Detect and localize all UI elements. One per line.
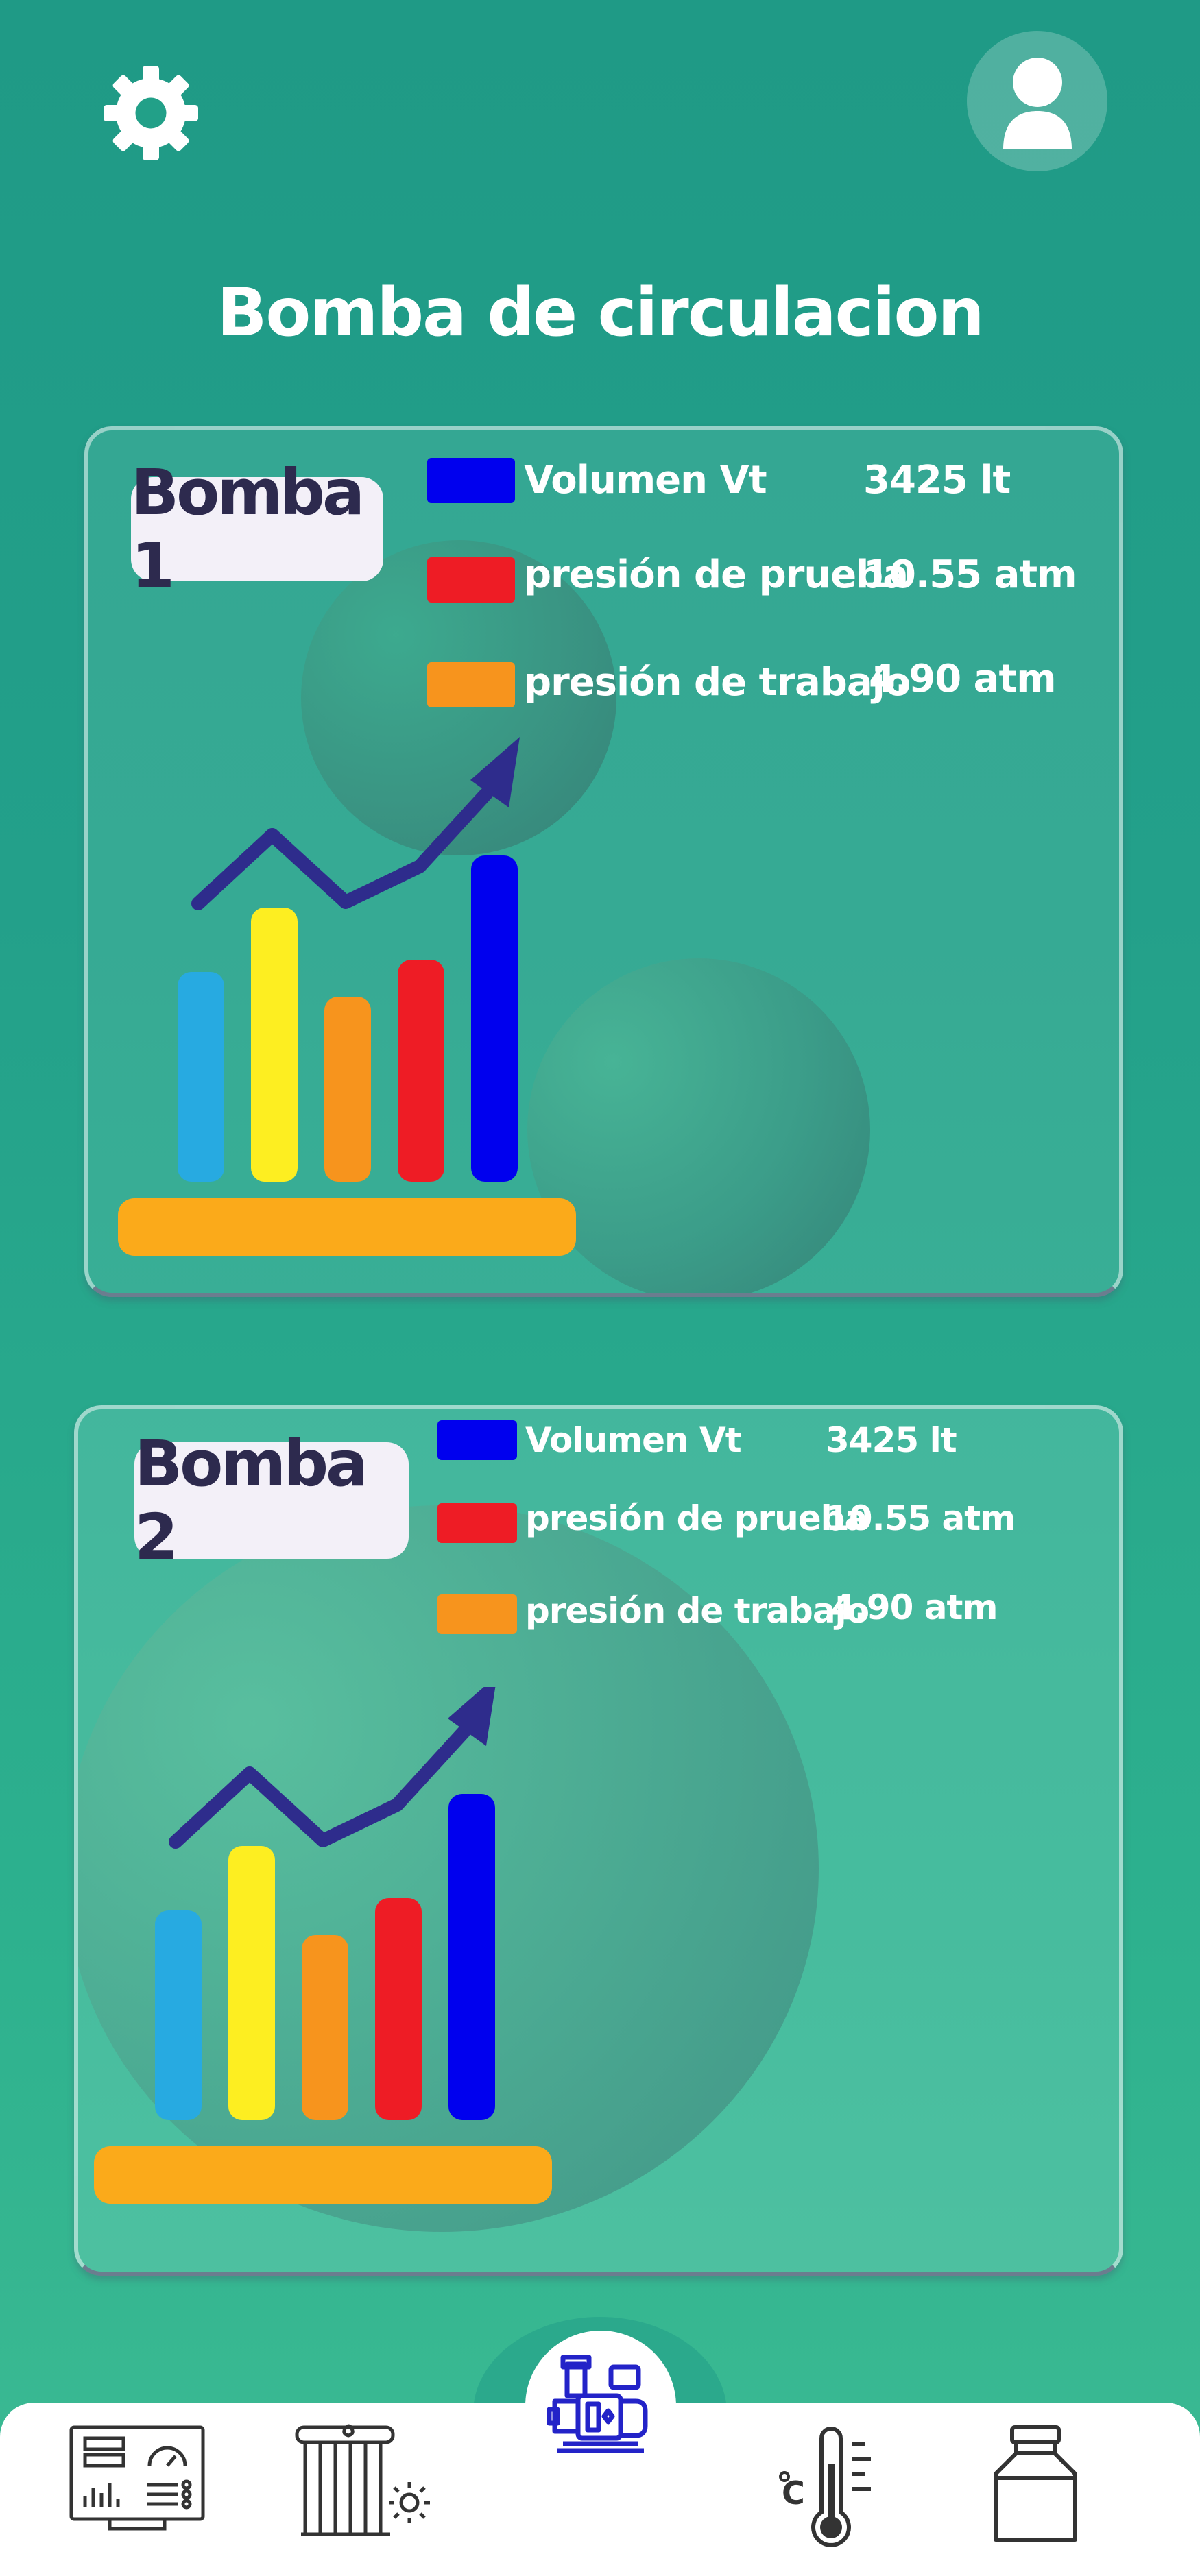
circulation-pump-icon — [547, 2355, 648, 2453]
work-pressure-value: 4.90 atm — [831, 1588, 998, 1627]
gear-icon — [104, 66, 198, 160]
work-pressure-legend-swatch — [437, 1594, 517, 1634]
volume-label: Volumen Vt — [525, 1420, 742, 1460]
decorative-blob — [527, 958, 870, 1293]
nav-item-tank[interactable] — [981, 2423, 1125, 2557]
test-pressure-value: 10.55 atm — [863, 552, 1077, 597]
control-panel-icon — [69, 2425, 205, 2531]
nav-item-solar-heater[interactable] — [291, 2423, 435, 2557]
bar-chart-growth-icon — [118, 737, 576, 1256]
test-pressure-value: 10.55 atm — [826, 1498, 1016, 1538]
page-title: Bomba de circulacion — [217, 274, 985, 351]
test-pressure-label: presión de prueba — [524, 552, 909, 597]
pump-name-badge: Bomba 2 — [134, 1427, 409, 1574]
test-pressure-legend-swatch — [427, 557, 515, 603]
user-icon — [1003, 57, 1072, 149]
test-pressure-label: presión de prueba — [525, 1498, 867, 1538]
settings-button[interactable] — [99, 62, 202, 165]
volume-value: 3425 lt — [863, 458, 1011, 502]
pump-card-1[interactable]: Bomba 1 Volumen Vt 3425 lt presión de pr… — [84, 426, 1123, 1297]
nav-item-temperature[interactable]: C — [775, 2423, 919, 2557]
work-pressure-value: 4.90 atm — [869, 657, 1057, 701]
bar-chart-growth-icon — [94, 1687, 552, 2204]
volume-legend-swatch — [437, 1420, 517, 1460]
pump-card-2[interactable]: Bomba 2 Volumen Vt 3425 lt presión de pr… — [74, 1405, 1123, 2276]
nav-item-circulation-pump[interactable] — [525, 2331, 676, 2481]
volume-label: Volumen Vt — [524, 458, 767, 502]
work-pressure-legend-swatch — [427, 662, 515, 707]
profile-button[interactable] — [967, 31, 1107, 171]
volume-value: 3425 lt — [826, 1420, 957, 1460]
volume-legend-swatch — [427, 458, 515, 503]
pump-name-badge: Bomba 1 — [131, 456, 383, 603]
nav-item-control-panel[interactable] — [69, 2423, 213, 2557]
solar-water-heater-icon — [295, 2424, 430, 2536]
thermometer-celsius-icon: C — [779, 2427, 871, 2547]
work-pressure-label: presión de trabajo — [525, 1591, 869, 1631]
work-pressure-label: presión de trabajo — [524, 660, 911, 705]
test-pressure-legend-swatch — [437, 1503, 517, 1543]
tank-icon — [994, 2425, 1077, 2542]
